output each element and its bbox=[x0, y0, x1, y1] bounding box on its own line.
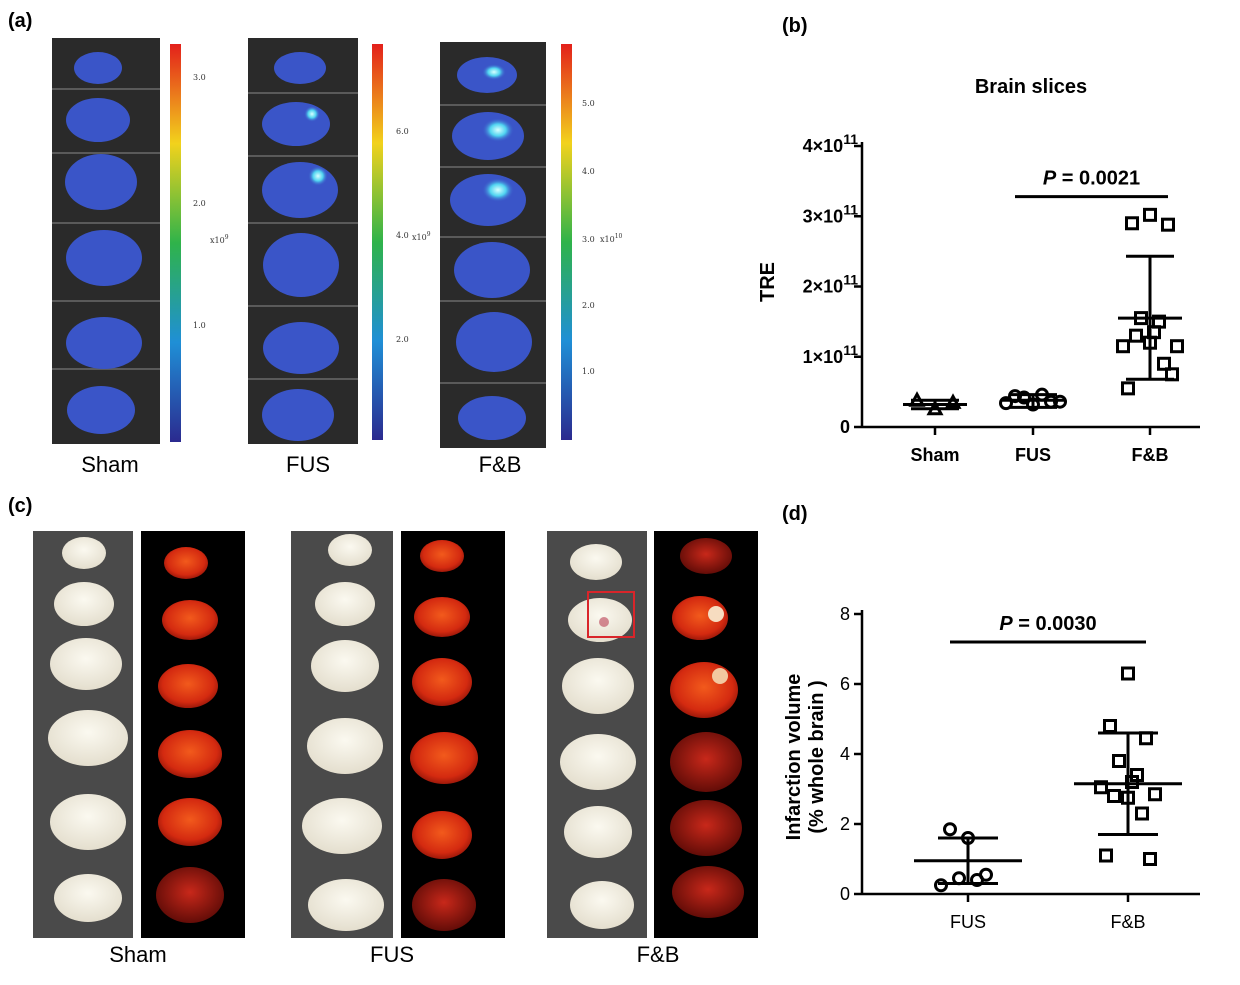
data-point bbox=[1170, 339, 1184, 354]
panel-label-a: (a) bbox=[8, 10, 32, 32]
p-value-label: P = 0.0030 bbox=[999, 613, 1096, 635]
y-tick-label: 8 bbox=[840, 604, 850, 624]
data-point bbox=[1129, 328, 1143, 343]
data-point bbox=[1099, 848, 1113, 863]
data-point bbox=[1157, 356, 1171, 371]
data-point bbox=[1116, 339, 1130, 354]
x-tick-label: F&B bbox=[1110, 912, 1145, 932]
data-point bbox=[1148, 787, 1162, 802]
fb-cb-tick: 3.0 bbox=[582, 235, 595, 244]
y-tick-label: 0 bbox=[840, 417, 850, 437]
data-point bbox=[970, 873, 984, 887]
series-fb bbox=[1116, 207, 1184, 396]
y-tick-label: 1×1011 bbox=[803, 342, 859, 367]
data-point bbox=[1125, 216, 1139, 231]
sham-cb-tick: 1.0 bbox=[193, 321, 206, 330]
data-point bbox=[1161, 217, 1175, 232]
x-tick-label: F&B bbox=[1132, 445, 1169, 465]
panel-c-group-label: FUS bbox=[370, 942, 414, 967]
chart-title: Brain slices bbox=[975, 76, 1087, 98]
sham-cb-unit: x109 bbox=[210, 234, 229, 245]
series-fus bbox=[999, 387, 1067, 412]
data-point bbox=[1143, 207, 1157, 222]
y-tick-label: 6 bbox=[840, 674, 850, 694]
data-point bbox=[1107, 789, 1121, 803]
fus-cb-tick: 4.0 bbox=[396, 231, 409, 240]
fb-colorbar bbox=[561, 44, 572, 440]
series-fb bbox=[1074, 666, 1182, 866]
infarction-scatter-chart: 0 2 4 6 8 FUS F&B P = 0.0030 Infarction volume (%… bbox=[783, 604, 1200, 932]
x-tick-label: Sham bbox=[910, 445, 959, 465]
panel-c-group-label: F&B bbox=[637, 942, 680, 967]
series-sham bbox=[903, 391, 967, 416]
sham-cb-tick: 2.0 bbox=[193, 199, 206, 208]
fb-cb-unit: x1010 bbox=[600, 233, 623, 244]
fus-cb-unit: x109 bbox=[412, 231, 431, 242]
data-point bbox=[1094, 780, 1108, 795]
y-tick-label: 4 bbox=[840, 744, 850, 764]
y-axis-label: TRE bbox=[757, 262, 779, 302]
fb-cb-tick: 4.0 bbox=[582, 167, 595, 176]
data-point bbox=[1143, 852, 1157, 866]
fb-cb-tick: 2.0 bbox=[582, 301, 595, 310]
fus-colorbar bbox=[372, 44, 383, 440]
y-tick-label: 3×1011 bbox=[803, 201, 859, 226]
y-axis-label: (% whole brain ) bbox=[806, 680, 828, 833]
y-axis-label: Infarction volume bbox=[783, 674, 805, 841]
data-point bbox=[934, 878, 948, 893]
data-point bbox=[1017, 390, 1031, 405]
x-tick-label: FUS bbox=[1015, 445, 1051, 465]
data-point bbox=[1135, 806, 1149, 821]
panel-label-b: (b) bbox=[782, 15, 808, 37]
y-tick-label: 2×1011 bbox=[803, 272, 859, 297]
panel-c-ttc-staining: Sham FUS F&B bbox=[33, 531, 758, 967]
fus-cb-tick: 6.0 bbox=[396, 127, 409, 136]
data-point bbox=[999, 396, 1013, 411]
y-tick-label: 0 bbox=[840, 884, 850, 904]
panel-a-group-label: F&B bbox=[479, 452, 522, 477]
fb-cb-tick: 1.0 bbox=[582, 367, 595, 376]
fb-cb-tick: 5.0 bbox=[582, 99, 595, 108]
panel-c-group-label: Sham bbox=[109, 942, 166, 967]
data-point bbox=[943, 822, 957, 837]
data-point bbox=[1103, 719, 1117, 733]
panel-a-imaging: 3.0 2.0 1.0 x109 Sham 6.0 4.0 2.0 x109 F… bbox=[52, 38, 623, 477]
data-point bbox=[1112, 754, 1126, 768]
series-fus bbox=[914, 822, 1022, 893]
y-tick-label: 2 bbox=[840, 814, 850, 834]
panel-label-d: (d) bbox=[782, 503, 808, 525]
fus-cb-tick: 2.0 bbox=[396, 335, 409, 344]
data-point bbox=[1121, 381, 1135, 396]
panel-a-group-label: Sham bbox=[81, 452, 138, 477]
x-tick-label: FUS bbox=[950, 912, 986, 932]
tre-scatter-chart: Brain slices 0 1×1011 2×1011 3×1011 4×1011 Sha… bbox=[757, 76, 1200, 465]
panel-a-group-label: FUS bbox=[286, 452, 330, 477]
sham-cb-tick: 3.0 bbox=[193, 73, 206, 82]
infarct-region-box bbox=[587, 591, 635, 638]
p-value-label: P = 0.0021 bbox=[1043, 168, 1140, 190]
y-tick-label: 4×1011 bbox=[803, 131, 859, 156]
data-point bbox=[1121, 666, 1135, 681]
panel-label-c: (c) bbox=[8, 495, 32, 517]
sham-colorbar bbox=[170, 44, 181, 442]
